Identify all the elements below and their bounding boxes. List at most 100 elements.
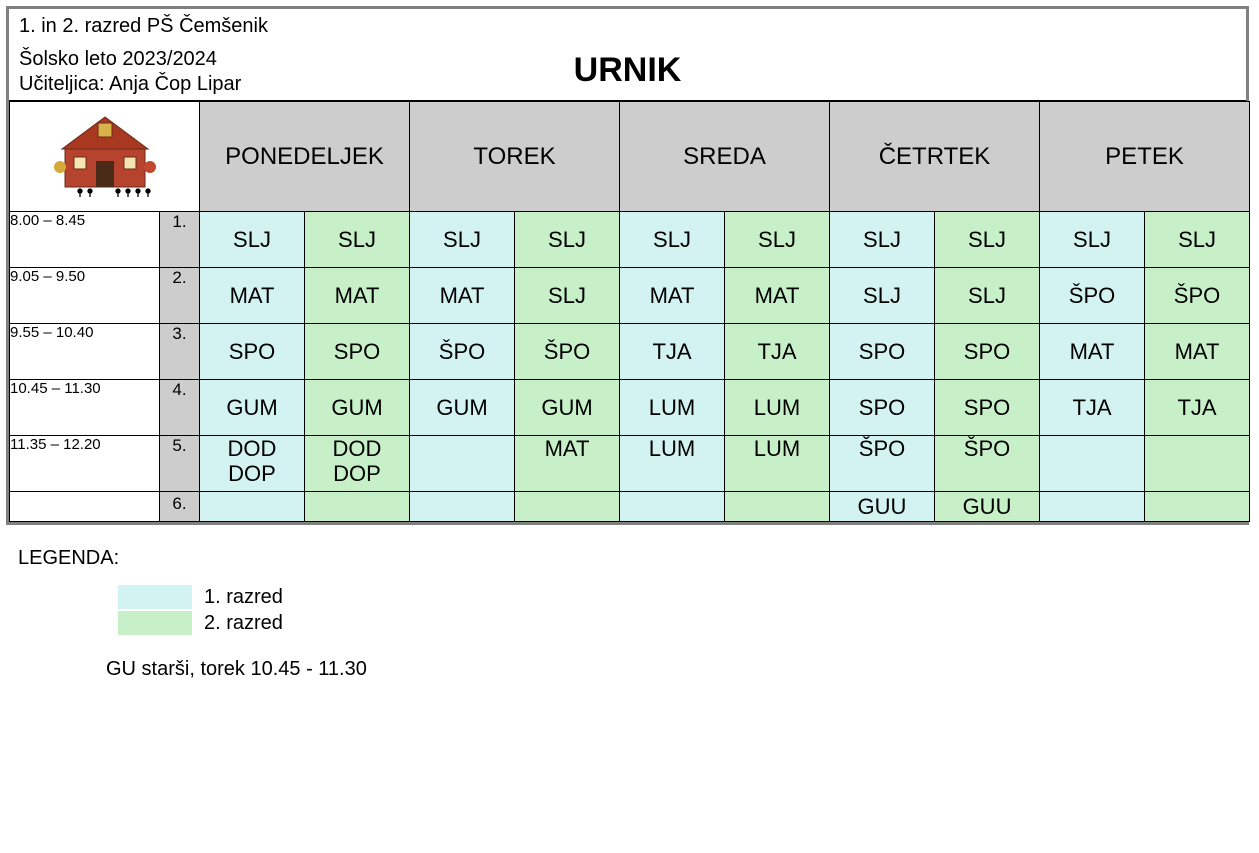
subject-cell: TJA <box>1145 380 1250 436</box>
timetable-container: 1. in 2. razred PŠ Čemšenik Šolsko leto … <box>6 6 1249 525</box>
subject-cell <box>1145 492 1250 522</box>
subject-cell: SPO <box>200 324 305 380</box>
day-header: PETEK <box>1040 102 1250 212</box>
subject-cell: GUU <box>935 492 1040 522</box>
subject-cell: MAT <box>1145 324 1250 380</box>
time-cell: 11.35 – 12.20 <box>10 436 160 492</box>
subject-cell: SLJ <box>410 212 515 268</box>
subject-cell: DOD DOP <box>200 436 305 492</box>
subject-cell <box>410 492 515 522</box>
subject-cell: ŠPO <box>1040 268 1145 324</box>
subject-cell <box>515 492 620 522</box>
subject-cell: SLJ <box>1145 212 1250 268</box>
subject-cell: GUM <box>515 380 620 436</box>
subject-cell: SPO <box>305 324 410 380</box>
subject-cell: MAT <box>1040 324 1145 380</box>
subject-cell: SPO <box>830 324 935 380</box>
subject-cell: LUM <box>620 380 725 436</box>
header-line2: Šolsko leto 2023/2024 <box>19 48 1236 71</box>
subject-cell <box>200 492 305 522</box>
time-cell: 9.55 – 10.40 <box>10 324 160 380</box>
subject-cell: SLJ <box>935 268 1040 324</box>
time-cell <box>10 492 160 522</box>
subject-cell: SPO <box>935 324 1040 380</box>
subject-cell: SLJ <box>305 212 410 268</box>
school-icon <box>40 109 170 204</box>
legend-title: LEGENDA: <box>18 547 1253 570</box>
subject-cell: MAT <box>200 268 305 324</box>
subject-cell: LUM <box>725 436 830 492</box>
time-cell: 9.05 – 9.50 <box>10 268 160 324</box>
table-row: 10.45 – 11.304.GUMGUMGUMGUMLUMLUMSPOSPOT… <box>10 380 1250 436</box>
subject-cell: MAT <box>725 268 830 324</box>
table-row: 8.00 – 8.451.SLJSLJSLJSLJSLJSLJSLJSLJSLJ… <box>10 212 1250 268</box>
header-line3: Učiteljica: Anja Čop Lipar <box>19 73 1236 96</box>
period-index: 2. <box>160 268 200 324</box>
day-header: PONEDELJEK <box>200 102 410 212</box>
subject-cell: MAT <box>410 268 515 324</box>
subject-cell <box>1040 492 1145 522</box>
subject-cell: ŠPO <box>410 324 515 380</box>
subject-cell <box>410 436 515 492</box>
subject-cell: MAT <box>620 268 725 324</box>
subject-cell: LUM <box>725 380 830 436</box>
subject-cell: ŠPO <box>935 436 1040 492</box>
table-row: 6. GUUGUU <box>10 492 1250 522</box>
subject-cell <box>725 492 830 522</box>
subject-cell: SLJ <box>515 212 620 268</box>
subject-cell: ŠPO <box>830 436 935 492</box>
period-index: 5. <box>160 436 200 492</box>
subject-cell: SPO <box>935 380 1040 436</box>
subject-cell: SLJ <box>830 268 935 324</box>
legend-swatch <box>118 611 192 635</box>
legend-row: 1. razred <box>118 584 1253 610</box>
period-index: 1. <box>160 212 200 268</box>
day-header: SREDA <box>620 102 830 212</box>
subject-cell: TJA <box>725 324 830 380</box>
time-cell: 8.00 – 8.45 <box>10 212 160 268</box>
period-index: 6. <box>160 492 200 522</box>
day-header: TOREK <box>410 102 620 212</box>
subject-cell: SLJ <box>830 212 935 268</box>
subject-cell: GUM <box>200 380 305 436</box>
subject-cell: GUM <box>410 380 515 436</box>
subject-cell: SLJ <box>1040 212 1145 268</box>
icon-cell <box>10 102 200 212</box>
timetable: PONEDELJEK TOREK SREDA ČETRTEK PETEK 8.0… <box>9 101 1250 522</box>
subject-cell <box>620 492 725 522</box>
subject-cell: SLJ <box>200 212 305 268</box>
subject-cell: GUU <box>830 492 935 522</box>
subject-cell: SPO <box>830 380 935 436</box>
legend-label: 2. razred <box>204 610 283 636</box>
legend: LEGENDA: 1. razred2. razred <box>18 547 1253 636</box>
subject-cell <box>1040 436 1145 492</box>
subject-cell: TJA <box>1040 380 1145 436</box>
subject-cell: TJA <box>620 324 725 380</box>
table-row: 11.35 – 12.205.DOD DOPDOD DOPMATLUMLUMŠP… <box>10 436 1250 492</box>
subject-cell: DOD DOP <box>305 436 410 492</box>
subject-cell: SLJ <box>725 212 830 268</box>
period-index: 4. <box>160 380 200 436</box>
legend-label: 1. razred <box>204 584 283 610</box>
table-row: 9.55 – 10.403.SPOSPOŠPOŠPOTJATJASPOSPOMA… <box>10 324 1250 380</box>
subject-cell: ŠPO <box>1145 268 1250 324</box>
subject-cell: MAT <box>305 268 410 324</box>
subject-cell: GUM <box>305 380 410 436</box>
legend-row: 2. razred <box>118 610 1253 636</box>
subject-cell: MAT <box>515 436 620 492</box>
table-row: 9.05 – 9.502.MATMATMATSLJMATMATSLJSLJŠPO… <box>10 268 1250 324</box>
subject-cell <box>305 492 410 522</box>
subject-cell: SLJ <box>935 212 1040 268</box>
subject-cell: ŠPO <box>515 324 620 380</box>
header-block: 1. in 2. razred PŠ Čemšenik Šolsko leto … <box>9 9 1246 101</box>
day-header: ČETRTEK <box>830 102 1040 212</box>
period-index: 3. <box>160 324 200 380</box>
subject-cell: SLJ <box>620 212 725 268</box>
header-row: PONEDELJEK TOREK SREDA ČETRTEK PETEK <box>10 102 1250 212</box>
legend-swatch <box>118 585 192 609</box>
subject-cell: SLJ <box>515 268 620 324</box>
header-line1: 1. in 2. razred PŠ Čemšenik <box>19 15 1236 38</box>
time-cell: 10.45 – 11.30 <box>10 380 160 436</box>
subject-cell: LUM <box>620 436 725 492</box>
subject-cell <box>1145 436 1250 492</box>
